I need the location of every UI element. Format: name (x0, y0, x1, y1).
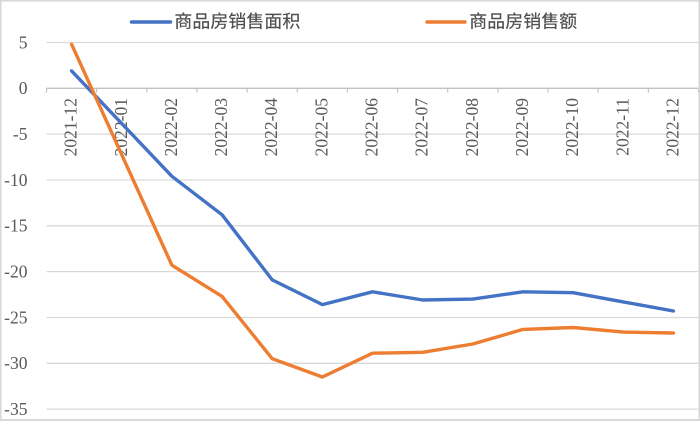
svg-text:-20: -20 (4, 261, 28, 281)
svg-text:5: 5 (19, 32, 28, 52)
svg-text:0: 0 (19, 78, 28, 98)
svg-text:-30: -30 (4, 353, 28, 373)
svg-text:-15: -15 (4, 216, 28, 236)
svg-text:2022-06: 2022-06 (362, 98, 382, 157)
svg-text:2022-09: 2022-09 (512, 98, 532, 157)
svg-text:2022-05: 2022-05 (311, 98, 331, 157)
svg-text:-35: -35 (4, 399, 28, 419)
svg-text:2022-03: 2022-03 (211, 98, 231, 157)
svg-text:2022-12: 2022-12 (662, 98, 682, 156)
svg-text:2022-02: 2022-02 (161, 98, 181, 156)
svg-text:-25: -25 (4, 307, 28, 327)
svg-text:-10: -10 (4, 170, 28, 190)
svg-text:2021-12: 2021-12 (61, 98, 81, 156)
svg-text:-5: -5 (13, 124, 28, 144)
svg-text:2022-10: 2022-10 (562, 98, 582, 157)
svg-text:2022-11: 2022-11 (612, 98, 632, 156)
svg-text:2022-07: 2022-07 (412, 98, 432, 157)
svg-text:2022-01: 2022-01 (111, 98, 131, 156)
svg-text:2022-08: 2022-08 (462, 98, 482, 157)
svg-text:2022-04: 2022-04 (261, 98, 281, 157)
